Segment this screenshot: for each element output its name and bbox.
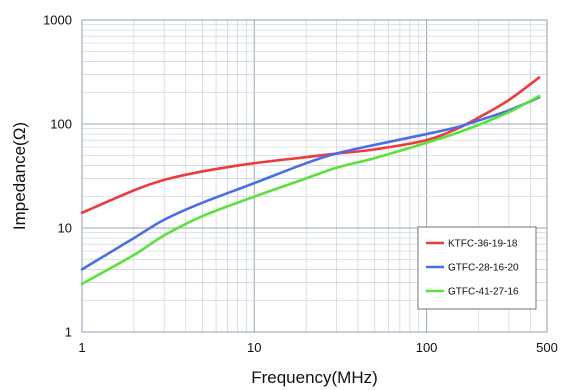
x-tick-label: 1	[78, 340, 85, 355]
x-axis-title: Frequency(MHz)	[251, 368, 378, 387]
y-tick-labels: 1 10 100 1000	[43, 13, 72, 340]
y-tick-label: 10	[58, 221, 72, 236]
series-line-3	[80, 94, 541, 286]
x-tick-labels: 1 10 100 500	[78, 340, 557, 355]
series-line-2	[80, 96, 541, 271]
x-tick-label: 100	[416, 340, 438, 355]
x-tick-label: 10	[247, 340, 261, 355]
legend-label: GTFC-28-16-20	[448, 263, 519, 274]
x-tick-label: 500	[536, 340, 558, 355]
y-tick-label: 100	[50, 117, 72, 132]
legend-label: KTFC-36-19-18	[448, 239, 518, 250]
y-axis-title: Impedance(Ω)	[10, 122, 29, 230]
series-line-1	[80, 76, 541, 215]
y-tick-label: 1	[65, 325, 72, 340]
legend-label: GTFC-41-27-16	[448, 287, 519, 298]
plot-frame	[81, 19, 548, 333]
y-tick-label: 1000	[43, 13, 72, 28]
legend: KTFC-36-19-18 GTFC-28-16-20 GTFC-41-27-16	[417, 226, 537, 310]
series-lines	[80, 76, 541, 286]
